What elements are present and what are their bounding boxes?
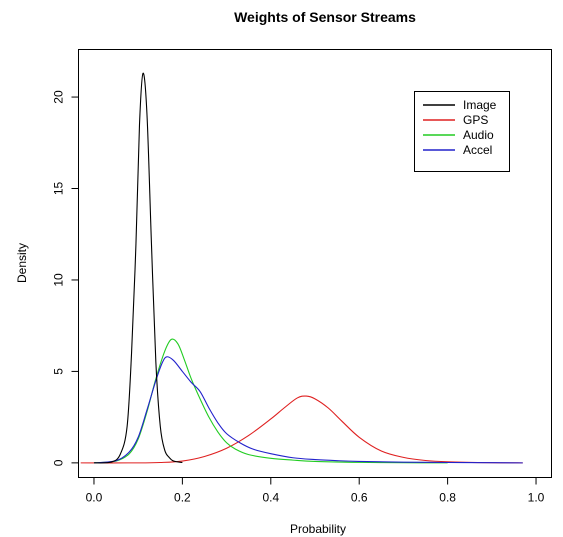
legend-label-audio: Audio — [463, 128, 494, 142]
y-tick-label: 0 — [52, 459, 66, 466]
y-tick-label: 10 — [52, 273, 66, 287]
y-axis: 0 5 10 15 20 — [52, 90, 79, 466]
series-line-gps — [80, 395, 523, 464]
x-tick-label: 0.0 — [86, 491, 103, 505]
x-tick-label: 0.2 — [174, 491, 191, 505]
legend-label-image: Image — [463, 98, 497, 112]
x-axis-label: Probability — [290, 522, 346, 536]
y-axis-label: Density — [15, 243, 29, 283]
x-tick-label: 0.8 — [439, 491, 456, 505]
y-tick-label: 15 — [52, 182, 66, 196]
legend-label-gps: GPS — [463, 113, 488, 127]
series-line-accel — [93, 356, 523, 464]
legend-box — [414, 91, 510, 172]
series-line-image — [93, 72, 183, 464]
legend-label-accel: Accel — [463, 143, 492, 157]
x-tick-label: 0.6 — [351, 491, 368, 505]
x-tick-label: 1.0 — [528, 491, 545, 505]
x-tick-label: 0.4 — [262, 491, 279, 505]
chart-title: Weights of Sensor Streams — [234, 9, 416, 25]
y-tick-label: 20 — [52, 90, 66, 104]
series-lines — [80, 72, 523, 464]
x-axis: 0.0 0.2 0.4 0.6 0.8 1.0 — [86, 477, 545, 505]
y-tick-label: 5 — [52, 368, 66, 375]
series-line-audio — [93, 338, 448, 464]
